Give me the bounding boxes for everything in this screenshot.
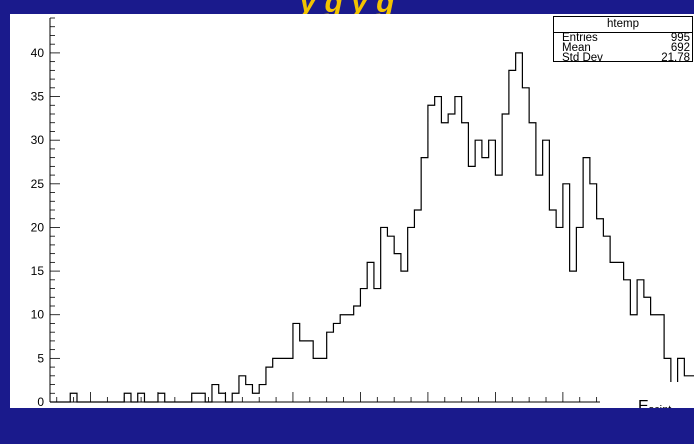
histogram-bin bbox=[482, 158, 489, 402]
histogram-bin bbox=[570, 271, 577, 402]
histogram-bin bbox=[435, 97, 442, 402]
histogram-bin bbox=[556, 227, 563, 402]
stats-row-entries: Entries 995 bbox=[554, 32, 692, 44]
histogram-bin bbox=[441, 123, 448, 402]
histogram-bin bbox=[286, 358, 293, 402]
histogram-bin bbox=[259, 385, 266, 402]
axes bbox=[49, 18, 600, 403]
y-tick-label: 25 bbox=[31, 177, 45, 191]
stats-row-std-dev: Std Dev 21.78 bbox=[554, 52, 692, 64]
histogram-bin bbox=[448, 114, 455, 402]
histogram-bin bbox=[306, 341, 313, 402]
histogram-bin bbox=[516, 53, 523, 402]
histogram-bin bbox=[387, 236, 394, 402]
histogram-bin bbox=[394, 254, 401, 402]
stats-row-mean: Mean 692 bbox=[554, 42, 692, 54]
histogram-bin bbox=[455, 97, 462, 402]
histogram-bin bbox=[576, 227, 583, 402]
histogram-bin bbox=[360, 289, 367, 402]
histogram-bin bbox=[300, 341, 307, 402]
stats-label: Entries bbox=[562, 32, 598, 44]
histogram-bin bbox=[401, 271, 408, 402]
histogram-outline bbox=[50, 52, 694, 403]
histogram-bin bbox=[367, 262, 374, 402]
histogram-bin bbox=[192, 393, 199, 402]
y-tick-label: 10 bbox=[31, 308, 45, 322]
histogram-bin bbox=[583, 158, 590, 402]
histogram-bin bbox=[374, 289, 381, 402]
histogram-bin bbox=[246, 385, 253, 402]
y-tick-label: 35 bbox=[31, 90, 45, 104]
histogram-bin bbox=[333, 323, 340, 402]
histogram-bin bbox=[543, 140, 550, 402]
histogram-bin bbox=[468, 166, 475, 402]
histogram-bin bbox=[320, 358, 327, 402]
histogram-bin bbox=[563, 184, 570, 402]
histogram-bin bbox=[597, 219, 604, 402]
x-axis-label-main: E bbox=[638, 398, 649, 415]
stats-label: Mean bbox=[562, 42, 591, 54]
histogram-bin bbox=[293, 323, 300, 402]
stats-box-title: htemp bbox=[554, 17, 692, 33]
y-tick-label: 15 bbox=[31, 264, 45, 278]
slide-bottom-strip bbox=[0, 408, 694, 444]
histogram-bin bbox=[414, 210, 421, 402]
y-tick-label: 0 bbox=[37, 395, 44, 409]
stats-value: 692 bbox=[670, 42, 690, 54]
histogram-bin bbox=[219, 393, 226, 402]
histogram-bin bbox=[354, 306, 361, 402]
y-tick-label: 5 bbox=[37, 351, 44, 365]
y-tick-label: 20 bbox=[31, 220, 45, 234]
stats-box: htemp Entries 995 Mean 692 Std Dev 21.78 bbox=[553, 16, 693, 64]
histogram-bin bbox=[124, 393, 131, 402]
histogram-bin bbox=[158, 393, 165, 402]
histogram-bin bbox=[198, 393, 205, 402]
stats-value: 21.78 bbox=[661, 52, 690, 64]
histogram-bin bbox=[340, 315, 347, 402]
y-tick-label: 40 bbox=[31, 46, 45, 60]
histogram-bin bbox=[475, 140, 482, 402]
histogram-bin bbox=[273, 358, 280, 402]
histogram-bin bbox=[590, 184, 597, 402]
histogram-bin bbox=[502, 114, 509, 402]
histogram-bin bbox=[536, 175, 543, 402]
histogram-bin bbox=[408, 227, 415, 402]
histogram-bin bbox=[327, 332, 334, 402]
histogram-bin bbox=[381, 227, 388, 402]
histogram-bin bbox=[509, 70, 516, 402]
tick-labels: 0510152025303540600620640660680700720740 bbox=[31, 46, 574, 421]
histogram-bin bbox=[428, 105, 435, 402]
histogram-bin bbox=[529, 123, 536, 402]
stats-value: 995 bbox=[670, 32, 690, 44]
histogram-bin bbox=[212, 385, 219, 402]
histogram-bin bbox=[462, 123, 469, 402]
histogram-bin bbox=[347, 315, 354, 402]
histogram-bin bbox=[279, 358, 286, 402]
stats-label: Std Dev bbox=[562, 52, 603, 64]
tick-marks bbox=[50, 17, 598, 403]
histogram-bin bbox=[522, 88, 529, 402]
y-tick-label: 30 bbox=[31, 133, 45, 147]
histogram-bin bbox=[603, 236, 610, 402]
histogram-bin bbox=[421, 158, 428, 402]
histogram-bin bbox=[549, 210, 556, 402]
histogram-bin bbox=[495, 175, 502, 402]
histogram-bin bbox=[232, 393, 239, 402]
histogram-bin bbox=[313, 358, 320, 402]
histogram-bin bbox=[252, 393, 259, 402]
plot-panel bbox=[10, 14, 694, 408]
histogram-bin bbox=[489, 140, 496, 402]
histogram-bin bbox=[266, 367, 273, 402]
